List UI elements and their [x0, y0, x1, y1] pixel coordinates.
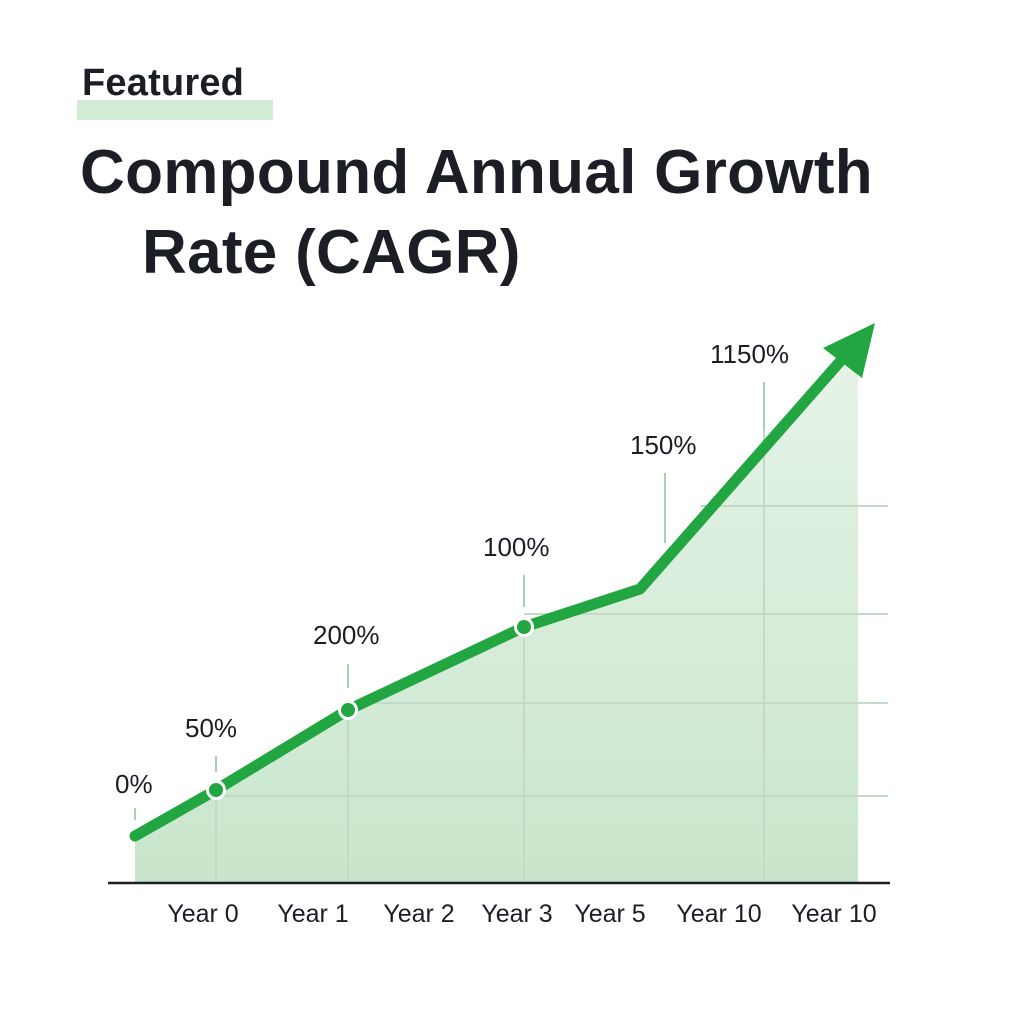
- featured-label: Featured: [82, 62, 245, 104]
- x-tick-label: Year 2: [383, 900, 454, 928]
- x-tick-label: Year 0: [167, 900, 238, 928]
- x-tick-label: Year 1: [277, 900, 348, 928]
- label-ticks: [134, 382, 765, 820]
- page-title: Compound Annual Growth Rate (CAGR): [80, 133, 873, 293]
- data-label: 50%: [185, 713, 237, 743]
- data-label: 200%: [313, 620, 380, 650]
- growth-line-path: [129, 350, 851, 842]
- data-label: 1150%: [710, 339, 789, 369]
- data-point-marker: [517, 620, 531, 634]
- area-fill-shape: [135, 352, 858, 883]
- growth-line: [129, 323, 875, 842]
- title-line-2: Rate (CAGR): [142, 218, 521, 287]
- x-axis: Year 0 Year 1 Year 2 Year 3 Year 5 Year 10 Yea…: [108, 881, 890, 928]
- featured-highlight: [77, 100, 273, 120]
- gridlines: [215, 430, 888, 883]
- x-tick-label: Year 3: [481, 900, 552, 928]
- data-point-marker: [341, 703, 355, 717]
- data-label: 100%: [483, 532, 550, 562]
- point-labels: 0% 50% 200% 100% 150% 1150%: [115, 339, 789, 799]
- data-markers: [206, 617, 534, 800]
- featured-badge: Featured: [77, 62, 273, 120]
- area-fill: [135, 352, 858, 883]
- x-tick-label: Year 5: [574, 900, 645, 928]
- data-label: 150%: [630, 430, 697, 460]
- x-tick-label: Year 10: [791, 900, 876, 928]
- arrow-up-icon: [823, 323, 875, 378]
- x-tick-label: Year 10: [676, 900, 761, 928]
- title-line-1: Compound Annual Growth: [80, 138, 873, 207]
- data-point-marker: [209, 783, 223, 797]
- data-label: 0%: [115, 769, 153, 799]
